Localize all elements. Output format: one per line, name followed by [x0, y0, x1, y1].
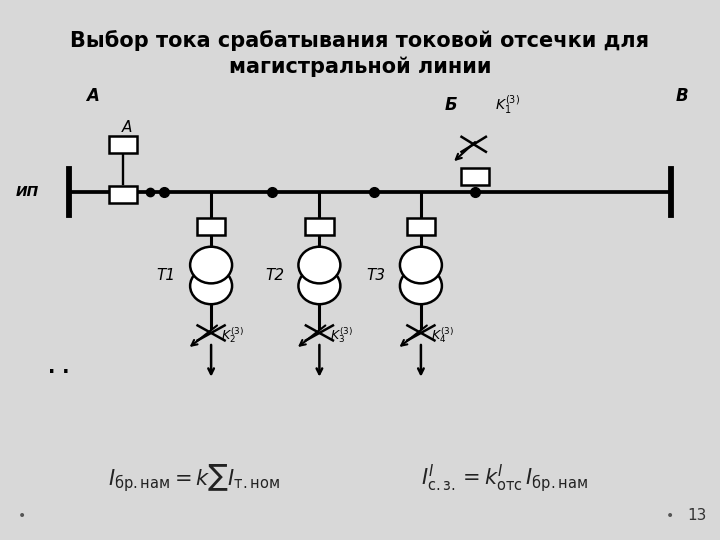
Bar [109, 186, 138, 203]
Ellipse shape [400, 267, 442, 304]
Text: Выбор тока срабатывания токовой отсечки для: Выбор тока срабатывания токовой отсечки … [71, 30, 649, 51]
Text: $K_4^{(3)}$: $K_4^{(3)}$ [431, 325, 454, 345]
Text: Т1: Т1 [157, 268, 176, 283]
Text: А: А [121, 120, 132, 135]
Text: В: В [675, 87, 688, 105]
Text: Т2: Т2 [265, 268, 284, 283]
Text: магистральной линии: магистральной линии [229, 57, 491, 77]
Bar [109, 136, 138, 153]
Ellipse shape [190, 247, 232, 284]
Ellipse shape [298, 247, 341, 284]
Ellipse shape [298, 267, 341, 304]
Text: $I_{\rm бр.нам} = k\sum I_{\rm т.ном}$: $I_{\rm бр.нам} = k\sum I_{\rm т.ном}$ [108, 462, 281, 494]
Text: . .: . . [48, 357, 70, 376]
Text: •: • [665, 509, 674, 523]
Ellipse shape [190, 267, 232, 304]
Text: $K_2^{(3)}$: $K_2^{(3)}$ [221, 325, 244, 345]
Bar [407, 218, 435, 235]
Text: 13: 13 [688, 508, 707, 523]
Text: $K_1^{(3)}$: $K_1^{(3)}$ [495, 93, 521, 116]
Bar [197, 218, 225, 235]
Text: Т3: Т3 [366, 268, 386, 283]
Text: •: • [17, 509, 26, 523]
Bar [461, 167, 490, 185]
Text: $K_3^{(3)}$: $K_3^{(3)}$ [330, 325, 352, 345]
Ellipse shape [400, 247, 442, 284]
Bar [305, 218, 333, 235]
Text: Б: Б [445, 96, 458, 114]
Text: $I^{I}_{\rm с.з.} = k^{I}_{\rm отс}\,I_{\rm бр.нам}$: $I^{I}_{\rm с.з.} = k^{I}_{\rm отс}\,I_{… [420, 462, 588, 494]
Text: ИП: ИП [15, 185, 39, 199]
Text: А: А [86, 87, 99, 105]
